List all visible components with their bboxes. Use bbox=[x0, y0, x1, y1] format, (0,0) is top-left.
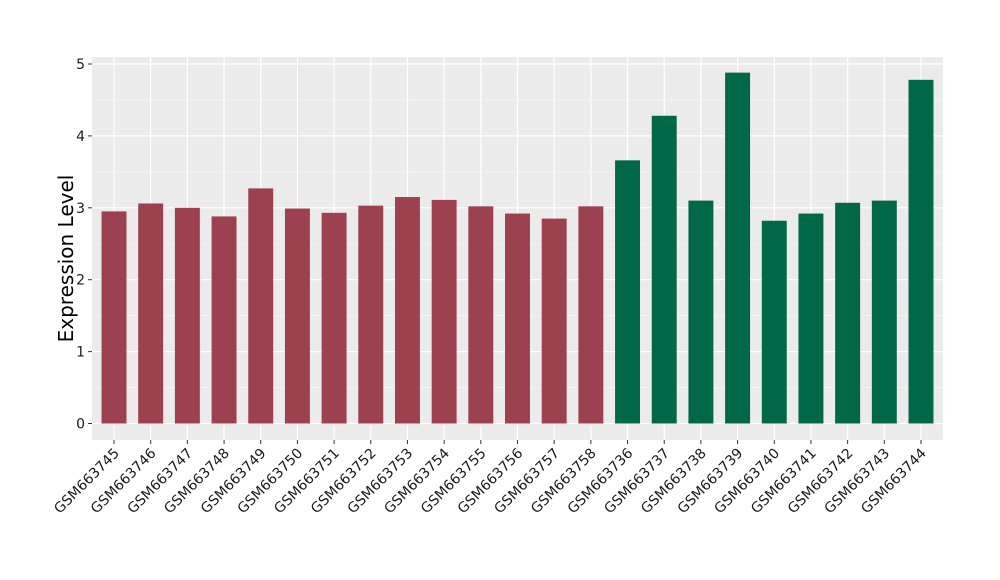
y-tick-label: 0 bbox=[76, 417, 85, 433]
bar-GSM663746 bbox=[138, 203, 164, 424]
bar-GSM663755 bbox=[468, 206, 494, 424]
x-tick-label: GSM663744 bbox=[858, 445, 930, 517]
y-tick-label: 1 bbox=[76, 345, 85, 361]
bar-GSM663739 bbox=[725, 72, 751, 424]
y-axis-title: Expression Level bbox=[54, 175, 78, 343]
bar-GSM663749 bbox=[248, 188, 274, 424]
bar-GSM663748 bbox=[211, 216, 237, 424]
bar-GSM663747 bbox=[174, 207, 200, 424]
bar-GSM663745 bbox=[101, 211, 127, 424]
y-tick-label: 3 bbox=[76, 201, 85, 217]
bar-GSM663754 bbox=[431, 199, 457, 424]
bar-GSM663758 bbox=[578, 206, 604, 424]
bar-GSM663744 bbox=[908, 79, 934, 424]
y-tick-label: 5 bbox=[76, 57, 85, 73]
bar-GSM663738 bbox=[688, 200, 714, 424]
bar-GSM663742 bbox=[835, 202, 861, 424]
bar-GSM663750 bbox=[284, 208, 310, 424]
y-axis: 0 1 2 3 4 5 bbox=[76, 57, 92, 433]
y-tick-label: 2 bbox=[76, 273, 85, 289]
bar-GSM663741 bbox=[798, 213, 824, 424]
bar-GSM663757 bbox=[541, 218, 567, 424]
bars bbox=[101, 72, 934, 424]
bar-GSM663737 bbox=[651, 115, 677, 424]
y-tick-label: 4 bbox=[76, 129, 85, 145]
bar-GSM663740 bbox=[761, 220, 787, 424]
bar-GSM663752 bbox=[358, 205, 384, 424]
bar-GSM663743 bbox=[871, 200, 897, 424]
bar-GSM663753 bbox=[394, 197, 420, 424]
bar-GSM663736 bbox=[615, 160, 641, 424]
x-axis: GSM663745GSM663746GSM663747GSM663748GSM6… bbox=[51, 440, 930, 517]
bar-GSM663751 bbox=[321, 212, 347, 424]
bar-GSM663756 bbox=[505, 213, 530, 424]
